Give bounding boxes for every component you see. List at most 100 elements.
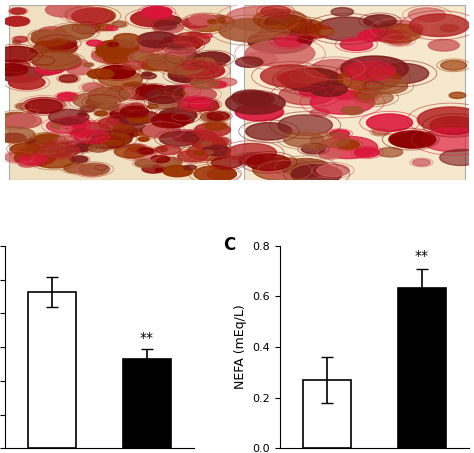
Circle shape: [18, 154, 47, 164]
Circle shape: [39, 27, 66, 37]
Circle shape: [61, 117, 90, 128]
Circle shape: [357, 91, 393, 105]
Circle shape: [70, 130, 90, 137]
Circle shape: [157, 16, 182, 25]
Circle shape: [4, 114, 42, 128]
Circle shape: [72, 122, 110, 137]
Circle shape: [162, 37, 191, 48]
Circle shape: [246, 154, 291, 171]
Circle shape: [163, 165, 193, 177]
Circle shape: [13, 40, 21, 44]
Circle shape: [200, 34, 212, 39]
Circle shape: [41, 149, 54, 154]
Circle shape: [210, 138, 229, 145]
Circle shape: [207, 169, 237, 180]
Circle shape: [310, 82, 347, 96]
Circle shape: [227, 144, 276, 162]
Circle shape: [364, 15, 396, 27]
Circle shape: [235, 103, 283, 121]
Circle shape: [114, 34, 139, 43]
Circle shape: [412, 159, 430, 166]
Circle shape: [120, 106, 148, 117]
Circle shape: [57, 93, 78, 101]
Circle shape: [155, 147, 167, 151]
Circle shape: [185, 15, 228, 32]
Circle shape: [178, 150, 208, 162]
Circle shape: [128, 115, 149, 123]
Circle shape: [23, 97, 65, 113]
Circle shape: [218, 18, 233, 23]
Circle shape: [182, 60, 205, 69]
Circle shape: [112, 104, 133, 112]
Circle shape: [0, 46, 37, 62]
Circle shape: [310, 90, 375, 114]
Circle shape: [182, 130, 218, 143]
Circle shape: [192, 100, 218, 110]
Circle shape: [145, 89, 183, 103]
Circle shape: [410, 14, 469, 37]
Circle shape: [148, 105, 158, 108]
Circle shape: [264, 163, 306, 178]
Circle shape: [165, 86, 173, 89]
Circle shape: [151, 114, 189, 128]
Circle shape: [449, 92, 465, 98]
Circle shape: [219, 19, 281, 42]
Circle shape: [154, 21, 177, 29]
Circle shape: [334, 91, 356, 99]
Circle shape: [114, 145, 149, 158]
Circle shape: [0, 112, 36, 127]
Y-axis label: NEFA (mEq/L): NEFA (mEq/L): [234, 305, 246, 390]
Circle shape: [159, 131, 199, 146]
Circle shape: [84, 63, 93, 67]
Circle shape: [168, 67, 209, 83]
Circle shape: [184, 165, 197, 170]
Bar: [123, 359, 171, 448]
Circle shape: [371, 24, 421, 43]
Circle shape: [283, 132, 324, 147]
Circle shape: [182, 18, 210, 28]
Circle shape: [389, 131, 433, 148]
Circle shape: [156, 157, 182, 167]
Circle shape: [9, 76, 45, 89]
Circle shape: [74, 130, 110, 144]
Circle shape: [143, 56, 179, 69]
Circle shape: [264, 14, 306, 30]
Circle shape: [143, 123, 180, 137]
Circle shape: [177, 38, 189, 42]
Circle shape: [4, 152, 31, 162]
Circle shape: [109, 47, 130, 55]
Circle shape: [175, 116, 194, 124]
Circle shape: [14, 37, 27, 42]
Circle shape: [39, 143, 80, 158]
Circle shape: [440, 25, 458, 32]
Circle shape: [282, 159, 330, 177]
Circle shape: [32, 53, 75, 69]
Circle shape: [181, 63, 225, 79]
Circle shape: [169, 51, 201, 63]
Circle shape: [28, 110, 37, 113]
Circle shape: [277, 73, 301, 82]
Circle shape: [0, 66, 43, 82]
Circle shape: [125, 129, 144, 136]
Circle shape: [8, 20, 23, 26]
Text: C: C: [223, 236, 235, 254]
Circle shape: [177, 87, 217, 102]
Circle shape: [319, 150, 340, 159]
Circle shape: [208, 20, 218, 24]
Circle shape: [131, 10, 174, 27]
Circle shape: [430, 116, 474, 135]
Circle shape: [226, 6, 290, 31]
Circle shape: [192, 58, 215, 66]
Circle shape: [36, 144, 66, 155]
Circle shape: [46, 118, 86, 133]
Circle shape: [377, 148, 403, 157]
Circle shape: [147, 54, 162, 60]
Circle shape: [59, 75, 78, 82]
Circle shape: [210, 82, 226, 88]
Circle shape: [109, 111, 128, 117]
Circle shape: [106, 116, 129, 125]
Circle shape: [317, 164, 349, 177]
Circle shape: [163, 54, 171, 57]
Circle shape: [200, 141, 211, 146]
Circle shape: [155, 169, 163, 171]
